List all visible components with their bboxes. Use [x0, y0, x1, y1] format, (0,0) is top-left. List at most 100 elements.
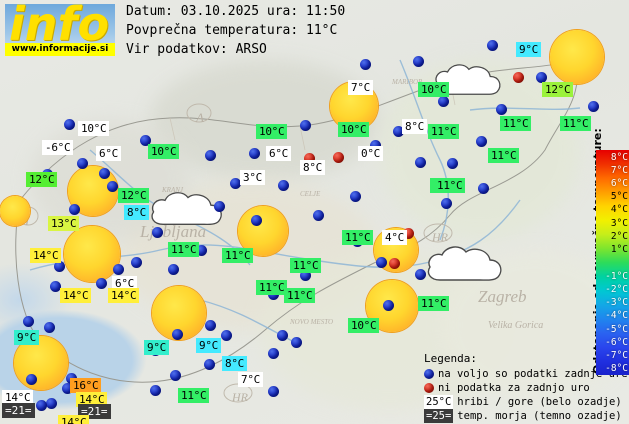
station-dot-active[interactable]: [376, 257, 387, 268]
station-dot-active[interactable]: [476, 136, 487, 147]
station-dot-active[interactable]: [113, 264, 124, 275]
station-dot-active[interactable]: [214, 201, 225, 212]
sun-icon: [64, 226, 120, 282]
station-dot-stale[interactable]: [513, 72, 524, 83]
header-data-source: Vir podatkov: ARSO: [126, 42, 267, 57]
temperature-label: 11°C: [428, 124, 460, 139]
scale-tick: 1°C: [610, 244, 628, 256]
station-dot-active[interactable]: [150, 385, 161, 396]
station-dot-active[interactable]: [496, 104, 507, 115]
station-dot-active[interactable]: [168, 264, 179, 275]
temperature-label: 14°C: [58, 415, 90, 424]
station-dot-active[interactable]: [140, 135, 151, 146]
station-dot-active[interactable]: [172, 329, 183, 340]
station-dot-active[interactable]: [170, 370, 181, 381]
station-dot-active[interactable]: [383, 300, 394, 311]
station-dot-active[interactable]: [291, 337, 302, 348]
sea-temperature-label: =21=: [2, 403, 35, 418]
temperature-label: 12°C: [26, 172, 58, 187]
station-dot-active[interactable]: [360, 59, 371, 70]
temperature-label: 11°C: [488, 148, 520, 163]
station-dot-active[interactable]: [313, 210, 324, 221]
station-dot-active[interactable]: [46, 398, 57, 409]
site-logo[interactable]: info www.informacije.si: [5, 4, 115, 56]
station-dot-active[interactable]: [588, 101, 599, 112]
station-dot-active[interactable]: [107, 181, 118, 192]
scale-tick: 7°C: [610, 164, 628, 176]
station-dot-active[interactable]: [249, 148, 260, 159]
station-dot-stale[interactable]: [403, 228, 414, 239]
station-dot-active[interactable]: [268, 386, 279, 397]
station-dot-active[interactable]: [44, 322, 55, 333]
mountain-temperature-label: 6°C: [266, 146, 291, 161]
station-dot-active[interactable]: [131, 257, 142, 268]
mountain-temperature-label: 4°C: [382, 230, 407, 245]
temperature-label: 12°C: [542, 82, 574, 97]
station-dot-active[interactable]: [536, 72, 547, 83]
legend-row-mountain: 25°C hribi / gore (belo ozadje): [424, 395, 628, 409]
temperature-label: 16°C: [70, 378, 102, 393]
station-dot-active[interactable]: [438, 96, 449, 107]
station-dot-active[interactable]: [23, 316, 34, 327]
scale-tick: -3°C: [605, 297, 628, 309]
legend-mountain-text: hribi / gore (belo ozadje): [457, 396, 622, 408]
station-dot-active[interactable]: [277, 330, 288, 341]
scale-gradient-bar: [596, 150, 629, 375]
scale-tick: -1°C: [605, 270, 628, 282]
station-dot-active[interactable]: [300, 120, 311, 131]
station-dot-active[interactable]: [278, 180, 289, 191]
station-dot-active[interactable]: [99, 168, 110, 179]
mountain-temperature-label: 6°C: [112, 276, 137, 291]
station-dot-active[interactable]: [196, 245, 207, 256]
white-swatch: 25°C: [424, 395, 454, 409]
station-dot-active[interactable]: [415, 269, 426, 280]
mountain-temperature-label: 3°C: [240, 170, 265, 185]
station-dot-active[interactable]: [221, 330, 232, 341]
red-dot-icon: [424, 383, 434, 393]
mountain-temperature-label: 6°C: [96, 146, 121, 161]
station-dot-active[interactable]: [393, 126, 404, 137]
station-dot-active[interactable]: [441, 198, 452, 209]
station-dot-active[interactable]: [370, 140, 381, 151]
station-dot-active[interactable]: [77, 158, 88, 169]
station-dot-stale[interactable]: [389, 258, 400, 269]
legend-row-blue: na voljo so podatki zadnje ure: [424, 367, 628, 381]
header-date-time: Datum: 03.10.2025 ura: 11:50: [126, 4, 346, 19]
station-dot-active[interactable]: [478, 183, 489, 194]
station-dot-active[interactable]: [350, 191, 361, 202]
temperature-label: 11°C: [222, 248, 254, 263]
station-dot-active[interactable]: [251, 215, 262, 226]
sun-icon: [238, 206, 288, 256]
station-dot-active[interactable]: [205, 150, 216, 161]
station-dot-active[interactable]: [205, 320, 216, 331]
mountain-temperature-label: 10°C: [78, 121, 110, 136]
station-dot-active[interactable]: [96, 278, 107, 289]
station-dot-stale[interactable]: [304, 153, 315, 164]
station-dot-active[interactable]: [64, 119, 75, 130]
station-dot-active[interactable]: [487, 40, 498, 51]
temperature-label: 10°C: [338, 122, 370, 137]
scale-tick: -5°C: [605, 323, 628, 335]
station-dot-active[interactable]: [413, 56, 424, 67]
station-dot-active[interactable]: [54, 261, 65, 272]
station-dot-active[interactable]: [447, 158, 458, 169]
station-dot-active[interactable]: [268, 348, 279, 359]
temperature-label: 10°C: [418, 82, 450, 97]
station-dot-active[interactable]: [152, 227, 163, 238]
temperature-label: 10°C: [348, 318, 380, 333]
temperature-label: 13°C: [48, 216, 80, 231]
station-dot-active[interactable]: [26, 374, 37, 385]
temperature-label: 12°C: [118, 188, 150, 203]
sun-icon: [14, 336, 68, 390]
station-dot-active[interactable]: [36, 400, 47, 411]
station-dot-active[interactable]: [300, 270, 311, 281]
legend: Legenda: na voljo so podatki zadnje ure …: [424, 352, 628, 423]
station-dot-active[interactable]: [50, 281, 61, 292]
station-dot-stale[interactable]: [333, 152, 344, 163]
station-dot-active[interactable]: [62, 383, 73, 394]
station-dot-active[interactable]: [230, 178, 241, 189]
station-dot-active[interactable]: [415, 157, 426, 168]
station-dot-active[interactable]: [204, 359, 215, 370]
station-dot-active[interactable]: [69, 204, 80, 215]
